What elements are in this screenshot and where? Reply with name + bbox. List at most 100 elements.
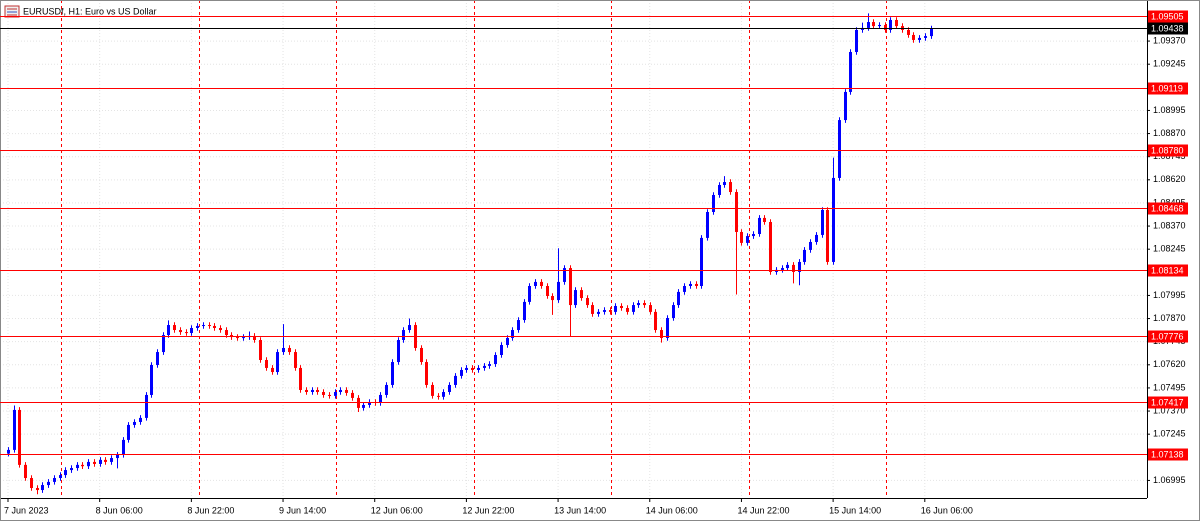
candle-body <box>282 347 285 353</box>
candle-body <box>786 264 789 269</box>
candle-body <box>265 359 268 368</box>
candle-body <box>334 391 337 396</box>
candle-body <box>167 325 170 336</box>
candle-body <box>122 439 125 455</box>
candle-body <box>826 209 829 262</box>
candle-body <box>276 352 279 373</box>
level-label: 1.08780 <box>1151 145 1184 155</box>
candle-body <box>81 464 84 467</box>
candle-body <box>477 367 480 370</box>
candle-body <box>208 325 211 327</box>
x-tick-label: 13 Jun 14:00 <box>554 505 606 515</box>
x-tick-label: 15 Jun 14:00 <box>829 505 881 515</box>
x-tick-label: 8 Jun 22:00 <box>187 505 234 515</box>
candle-body <box>626 308 629 312</box>
candle-body <box>540 281 543 286</box>
y-tick-label: 1.07870 <box>1153 313 1186 323</box>
candle-body <box>723 182 726 185</box>
candle-body <box>649 305 652 312</box>
candle-body <box>76 464 79 469</box>
candle-body <box>580 290 583 299</box>
candle-body <box>242 337 245 339</box>
candle-body <box>41 485 44 491</box>
candle-body <box>689 283 692 286</box>
candle-body <box>145 394 148 418</box>
y-tick-label: 1.09370 <box>1153 35 1186 45</box>
candle-body <box>637 303 640 306</box>
candle-body <box>729 182 732 193</box>
candle-body <box>803 249 806 262</box>
candle-body <box>70 468 73 471</box>
candle-body <box>328 394 331 396</box>
candle-body <box>735 192 738 232</box>
candle-body <box>351 392 354 398</box>
candle-body <box>391 362 394 385</box>
x-tick-label: 9 Jun 14:00 <box>279 505 326 515</box>
candle-body <box>660 330 663 338</box>
candle-body <box>190 327 193 333</box>
candle-body <box>339 389 342 392</box>
candle-body <box>569 268 572 306</box>
candle-body <box>271 367 274 373</box>
y-tick-label: 1.09245 <box>1153 59 1186 69</box>
level-label-box <box>1148 10 1188 23</box>
candle-body <box>821 209 824 235</box>
candle-body <box>632 305 635 312</box>
candle-body <box>460 369 463 376</box>
current-price-label: 1.09438 <box>1151 23 1184 33</box>
candle-body <box>609 310 612 312</box>
candle-body <box>798 261 801 272</box>
x-tick-label: 12 Jun 22:00 <box>462 505 514 515</box>
level-label: 1.08468 <box>1151 203 1184 213</box>
level-label-box <box>1148 264 1188 277</box>
candle-body <box>437 395 440 397</box>
candle-body <box>586 298 589 306</box>
y-tick-label: 1.08620 <box>1153 174 1186 184</box>
candle-body <box>500 345 503 356</box>
y-tick-label: 1.08370 <box>1153 220 1186 230</box>
y-tick-label: 1.08245 <box>1153 244 1186 254</box>
chart-title: EURUSDf, H1: Euro vs US Dollar <box>23 6 157 16</box>
y-tick-label: 1.06995 <box>1153 475 1186 485</box>
candle-body <box>867 22 870 28</box>
candle-body <box>99 459 102 464</box>
y-tick-label: 1.08870 <box>1153 128 1186 138</box>
candle-body <box>746 236 749 243</box>
candle-body <box>597 311 600 314</box>
candle-body <box>36 488 39 491</box>
candle-body <box>763 217 766 222</box>
candle-body <box>884 24 887 30</box>
candle-body <box>379 394 382 403</box>
candle-body <box>236 337 239 339</box>
candle-body <box>832 177 835 262</box>
candle-body <box>620 305 623 309</box>
candle-body <box>368 401 371 405</box>
y-tick-label: 1.08995 <box>1153 105 1186 115</box>
candle-body <box>162 335 165 353</box>
symbol-icon <box>4 5 20 18</box>
candle-body <box>24 464 27 479</box>
candle-body <box>13 409 16 450</box>
level-label-box <box>1148 82 1188 95</box>
candle-body <box>397 340 400 363</box>
candle-body <box>322 391 325 395</box>
candle-body <box>454 375 457 385</box>
candle-body <box>288 347 291 353</box>
candle-body <box>523 301 526 321</box>
candle-body <box>465 367 468 370</box>
candle-body <box>253 335 256 341</box>
candle-body <box>712 194 715 213</box>
level-label: 1.07417 <box>1151 397 1184 407</box>
candle-body <box>294 352 297 368</box>
candle-body <box>408 325 411 331</box>
candle-body <box>528 285 531 302</box>
candle-body <box>53 478 56 482</box>
level-label: 1.09119 <box>1151 83 1183 93</box>
candle-body <box>173 325 176 331</box>
level-label: 1.09505 <box>1151 11 1184 21</box>
grid <box>0 0 1147 498</box>
candle-body <box>7 449 10 454</box>
candle-body <box>809 241 812 250</box>
candle-body <box>815 234 818 242</box>
candle-body <box>517 320 520 331</box>
